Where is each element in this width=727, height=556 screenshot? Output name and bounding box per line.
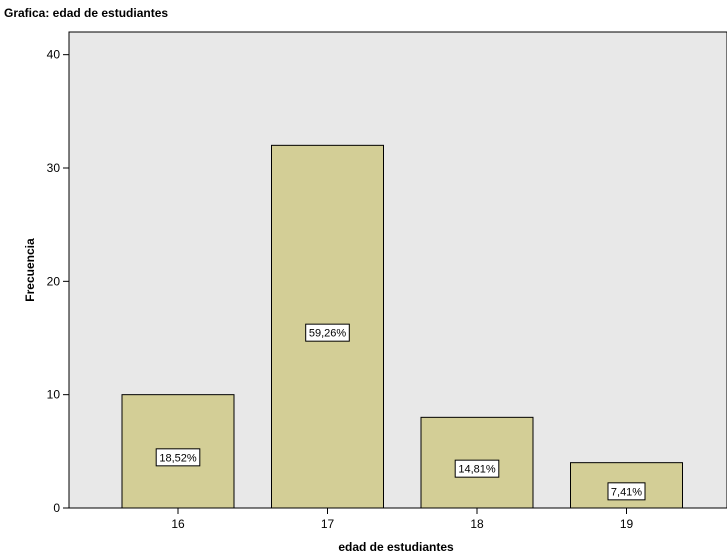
y-tick-label: 0 (53, 501, 60, 515)
data-label: 18,52% (159, 452, 197, 464)
y-tick-label: 40 (47, 48, 61, 62)
x-tick-label: 19 (620, 517, 634, 531)
chart-title: Grafica: edad de estudiantes (4, 6, 169, 20)
y-axis: 0 10 20 30 40 (47, 48, 69, 515)
data-label: 7,41% (611, 486, 642, 498)
bars: 18,52% 59,26% 14,81% 7,41% (121, 144, 683, 509)
bar (420, 416, 534, 509)
data-label-box (454, 459, 500, 478)
y-tick-label: 10 (47, 388, 61, 402)
data-label-box (155, 448, 201, 467)
x-axis-title: edad de estudiantes (338, 540, 454, 554)
data-label: 14,81% (458, 464, 496, 476)
x-axis: 16 17 18 19 (171, 508, 633, 531)
data-label-box (305, 323, 350, 342)
x-tick-label: 16 (171, 517, 185, 531)
x-tick-label: 17 (321, 517, 335, 531)
x-tick-label: 18 (470, 517, 484, 531)
y-tick-label: 30 (47, 161, 61, 175)
data-label: 59,26% (309, 328, 347, 340)
data-label-box (607, 482, 646, 501)
y-tick-label: 20 (47, 274, 61, 288)
y-axis-title: Frecuencia (23, 238, 37, 302)
